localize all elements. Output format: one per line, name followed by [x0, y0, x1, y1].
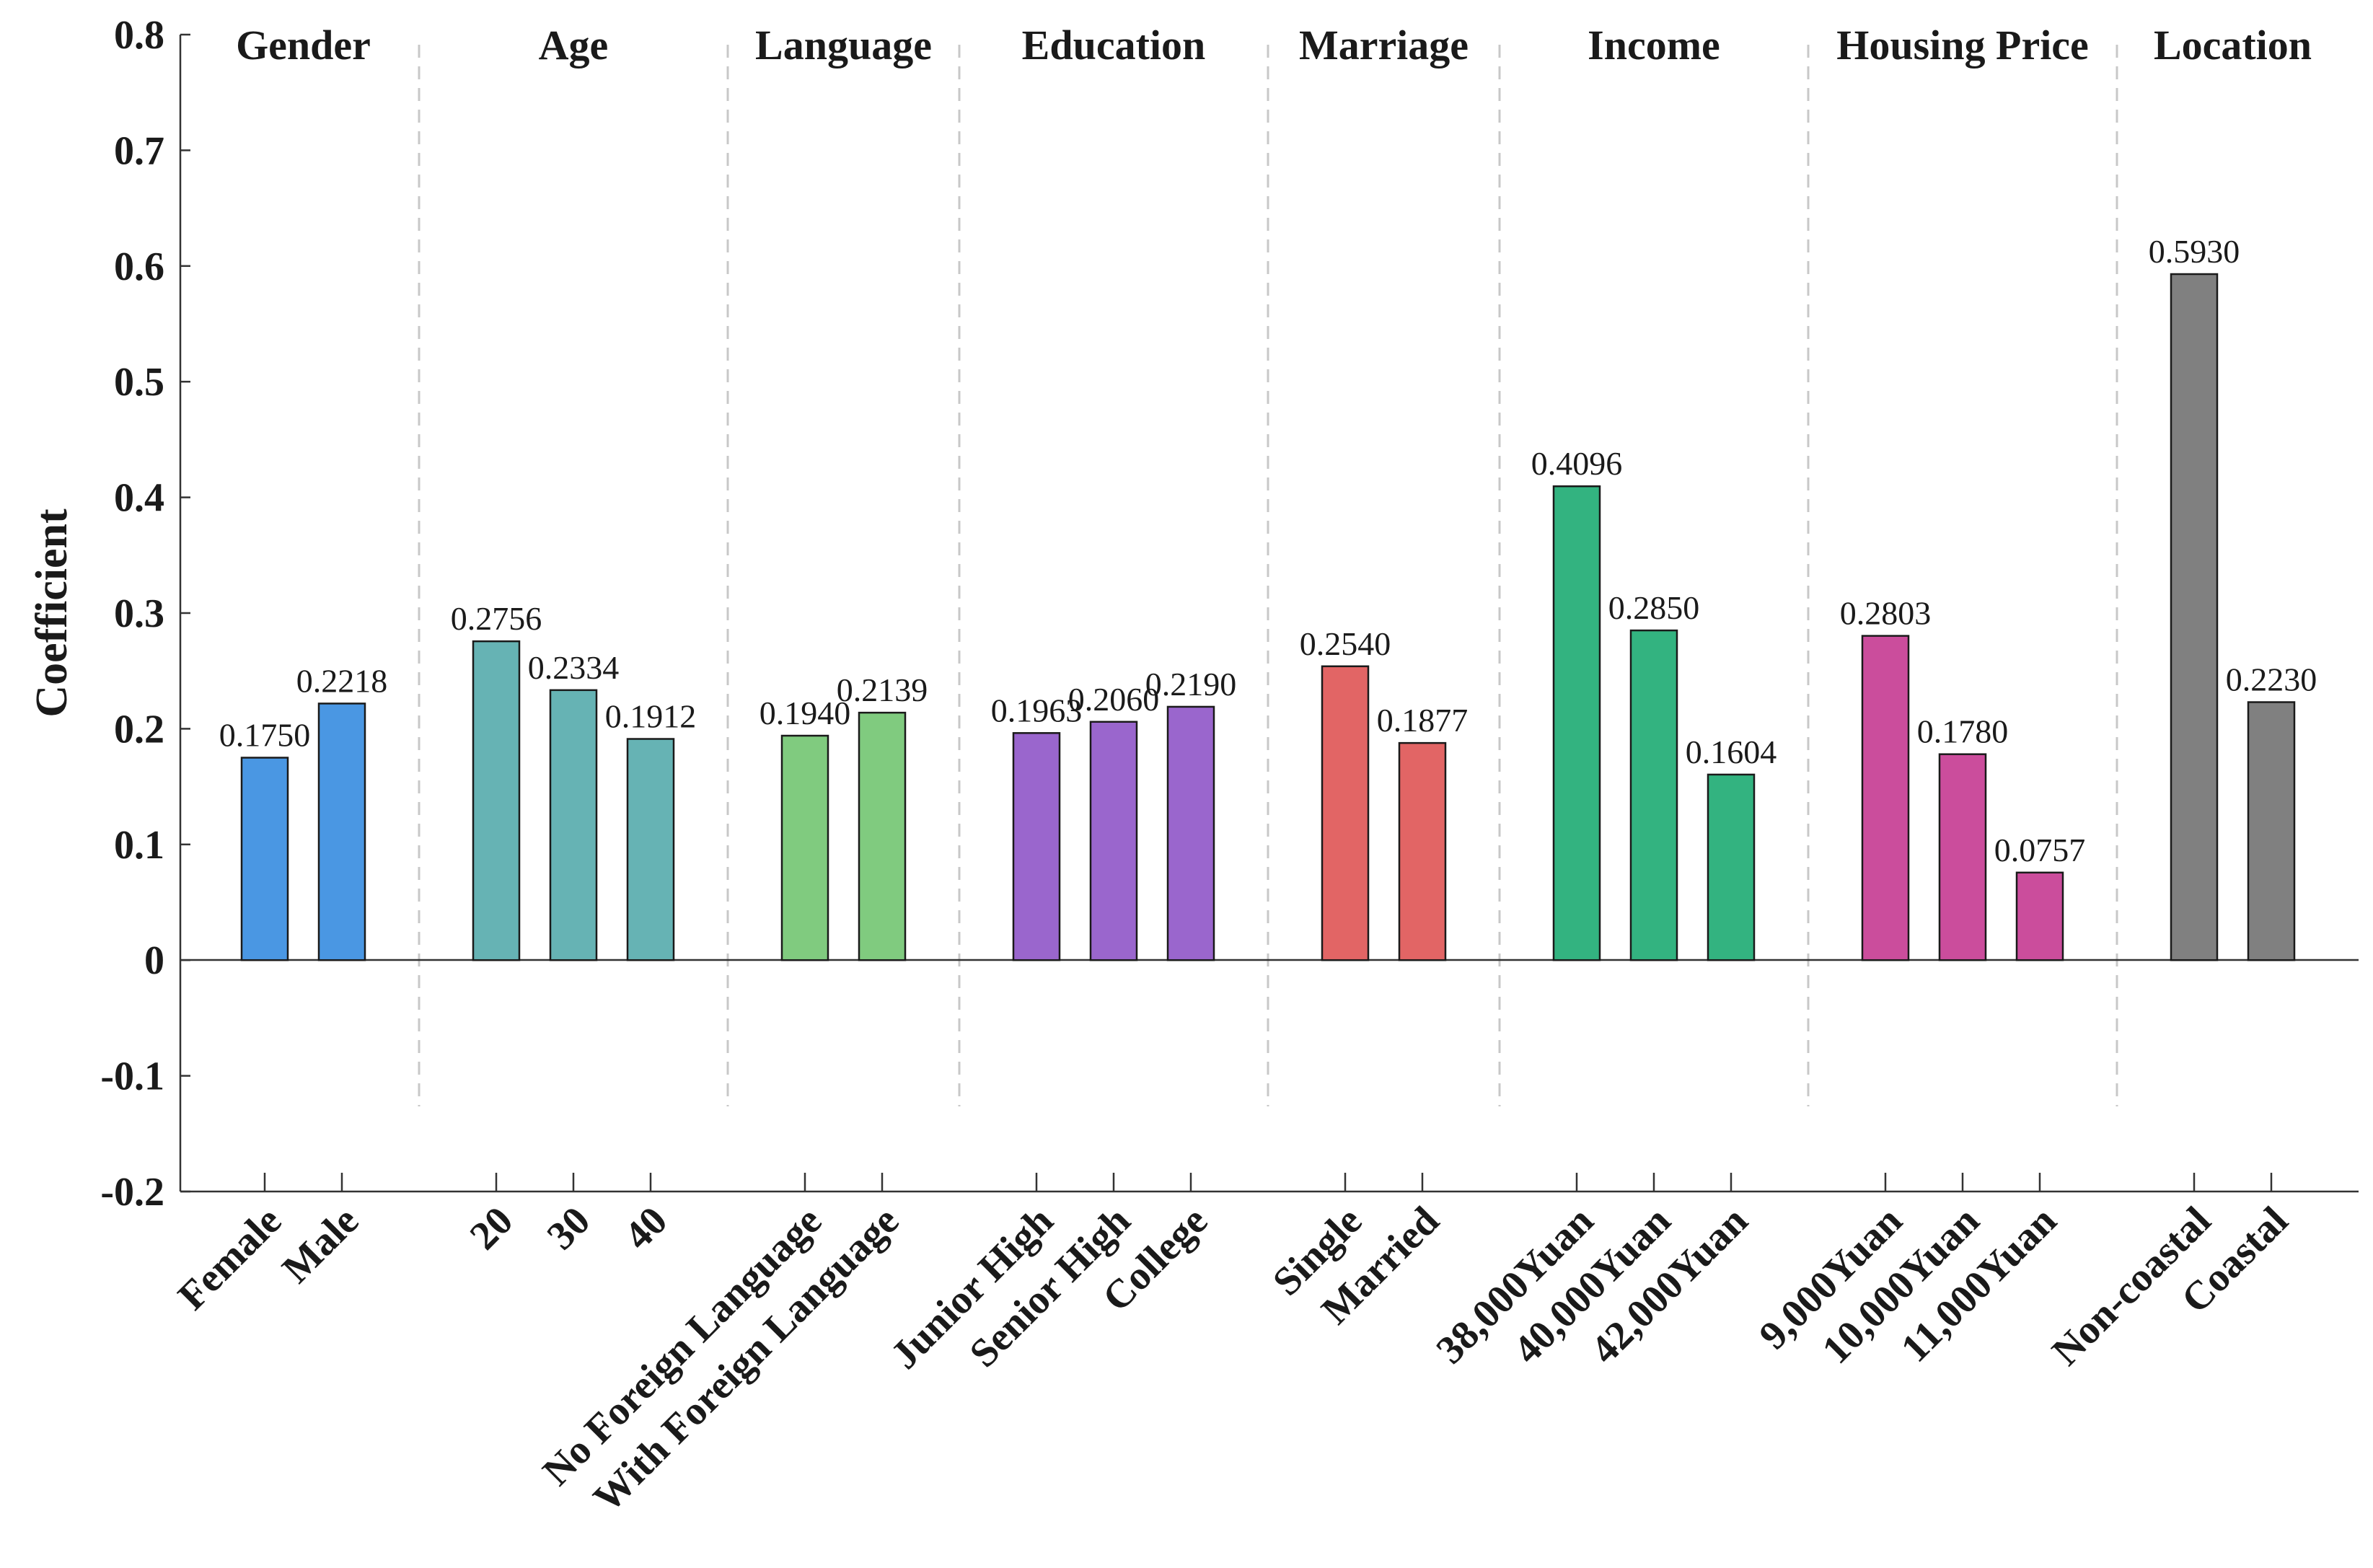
bar-value-label: 0.2540 — [1300, 625, 1391, 662]
bar-value-label: 0.2334 — [528, 649, 620, 686]
x-tick-label: 40 — [616, 1198, 676, 1258]
bar-age-20 — [472, 640, 521, 961]
bar-housing-price-9-000yuan — [1861, 635, 1910, 961]
bar-income-38-000yuan — [1552, 485, 1601, 961]
group-title-marriage: Marriage — [1299, 22, 1469, 69]
bar-value-label: 0.0757 — [1994, 832, 2086, 868]
group-title-location: Location — [2154, 22, 2312, 69]
y-tick-label: 0.6 — [114, 245, 164, 289]
y-ticks: 0.8 0.7 0.6 0.5 0.4 0.3 0.2 0.1 0 -0.1 -0.2 — [100, 13, 190, 1215]
y-tick-label: -0.1 — [100, 1054, 164, 1099]
bar-location-coastal — [2247, 701, 2296, 961]
group-title-income: Income — [1588, 22, 1720, 69]
bar-value-label: 0.1877 — [1377, 702, 1469, 739]
bar-value-label: 0.1940 — [760, 695, 851, 731]
bar-marriage-married — [1398, 741, 1447, 961]
bar-value-label: 0.2218 — [296, 662, 388, 699]
bar-housing-price-10-000yuan — [1938, 753, 1987, 961]
bar-education-senior-high — [1089, 721, 1138, 961]
y-tick-label: 0.5 — [114, 360, 164, 405]
bar-gender-male — [317, 702, 366, 961]
y-tick-label: 0.8 — [114, 13, 164, 58]
bar-value-label: 0.2139 — [837, 671, 928, 708]
y-tick-label: 0.1 — [114, 823, 164, 868]
bar-housing-price-11-000yuan — [2015, 871, 2064, 961]
bar-value-label: 0.2230 — [2226, 661, 2317, 698]
y-tick-label: 0.4 — [114, 476, 164, 521]
bar-value-label: 0.1750 — [219, 717, 311, 754]
bar-value-label: 0.2190 — [1145, 666, 1237, 702]
bar-value-label: 0.1780 — [1917, 713, 2009, 750]
x-tick-label: With Foreign Language — [585, 1198, 907, 1520]
bar-value-label: 0.1963 — [991, 692, 1083, 728]
y-tick-label: -0.2 — [100, 1170, 164, 1215]
x-tick-label: Female — [170, 1198, 290, 1318]
bar-location-non-coastal — [2170, 273, 2219, 961]
bar-gender-female — [240, 757, 289, 961]
bar-value-label: 0.2850 — [1608, 589, 1700, 626]
y-axis-title: Coefficient — [27, 508, 76, 718]
bar-value-label: 0.1912 — [605, 698, 697, 735]
bar-value-label: 0.5930 — [2149, 233, 2240, 270]
bar-value-label: 0.2756 — [451, 600, 542, 637]
bar-income-42-000yuan — [1707, 773, 1756, 961]
bar-value-label: 0.2060 — [1068, 681, 1160, 718]
bar-education-junior-high — [1012, 732, 1061, 961]
bar-language-no-foreign-language — [780, 734, 829, 961]
y-tick-label: 0 — [144, 938, 164, 983]
group-title-gender: Gender — [236, 22, 371, 69]
bar-value-label: 0.2803 — [1840, 595, 1932, 632]
y-tick-label: 0.3 — [114, 591, 164, 636]
group-title-age: Age — [539, 22, 609, 69]
bars — [240, 273, 2296, 961]
x-tick-label: Male — [274, 1198, 368, 1292]
x-tick-label: 20 — [462, 1198, 521, 1258]
bar-age-40 — [626, 738, 675, 961]
group-title-housing-price: Housing Price — [1836, 22, 2089, 69]
y-tick-label: 0.7 — [114, 128, 164, 173]
bar-age-30 — [549, 689, 598, 961]
bar-income-40-000yuan — [1629, 629, 1678, 961]
y-tick-label: 0.2 — [114, 707, 164, 752]
group-title-language: Language — [755, 22, 932, 69]
bar-value-label: 0.4096 — [1531, 445, 1623, 482]
x-tick-label: 30 — [539, 1198, 599, 1258]
bar-education-college — [1166, 705, 1215, 961]
group-title-education: Education — [1022, 22, 1206, 69]
group-titles: Gender Age Language Education Marriage Income… — [236, 22, 2312, 69]
bar-value-label: 0.1604 — [1686, 734, 1777, 770]
group-separators — [418, 45, 2118, 1106]
bar-marriage-single — [1321, 665, 1370, 961]
bar-language-with-foreign-language — [858, 711, 907, 961]
